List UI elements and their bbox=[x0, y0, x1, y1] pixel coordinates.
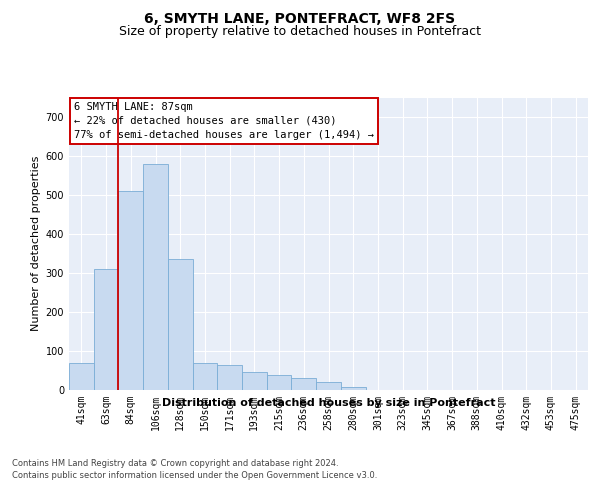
Bar bbox=[168, 260, 193, 390]
Text: Size of property relative to detached houses in Pontefract: Size of property relative to detached ho… bbox=[119, 25, 481, 38]
Text: Contains public sector information licensed under the Open Government Licence v3: Contains public sector information licen… bbox=[12, 472, 377, 480]
Bar bbox=[292, 378, 316, 390]
Y-axis label: Number of detached properties: Number of detached properties bbox=[31, 156, 41, 332]
Bar bbox=[118, 191, 143, 390]
Bar bbox=[316, 382, 341, 390]
Bar bbox=[143, 164, 168, 390]
Bar bbox=[267, 375, 292, 390]
Text: 6, SMYTH LANE, PONTEFRACT, WF8 2FS: 6, SMYTH LANE, PONTEFRACT, WF8 2FS bbox=[145, 12, 455, 26]
Bar bbox=[69, 364, 94, 390]
Text: 6 SMYTH LANE: 87sqm
← 22% of detached houses are smaller (430)
77% of semi-detac: 6 SMYTH LANE: 87sqm ← 22% of detached ho… bbox=[74, 102, 374, 140]
Bar bbox=[217, 364, 242, 390]
Text: Contains HM Land Registry data © Crown copyright and database right 2024.: Contains HM Land Registry data © Crown c… bbox=[12, 460, 338, 468]
Bar bbox=[193, 362, 217, 390]
Bar bbox=[341, 387, 365, 390]
Bar bbox=[242, 372, 267, 390]
Bar bbox=[94, 269, 118, 390]
Text: Distribution of detached houses by size in Pontefract: Distribution of detached houses by size … bbox=[162, 398, 496, 407]
